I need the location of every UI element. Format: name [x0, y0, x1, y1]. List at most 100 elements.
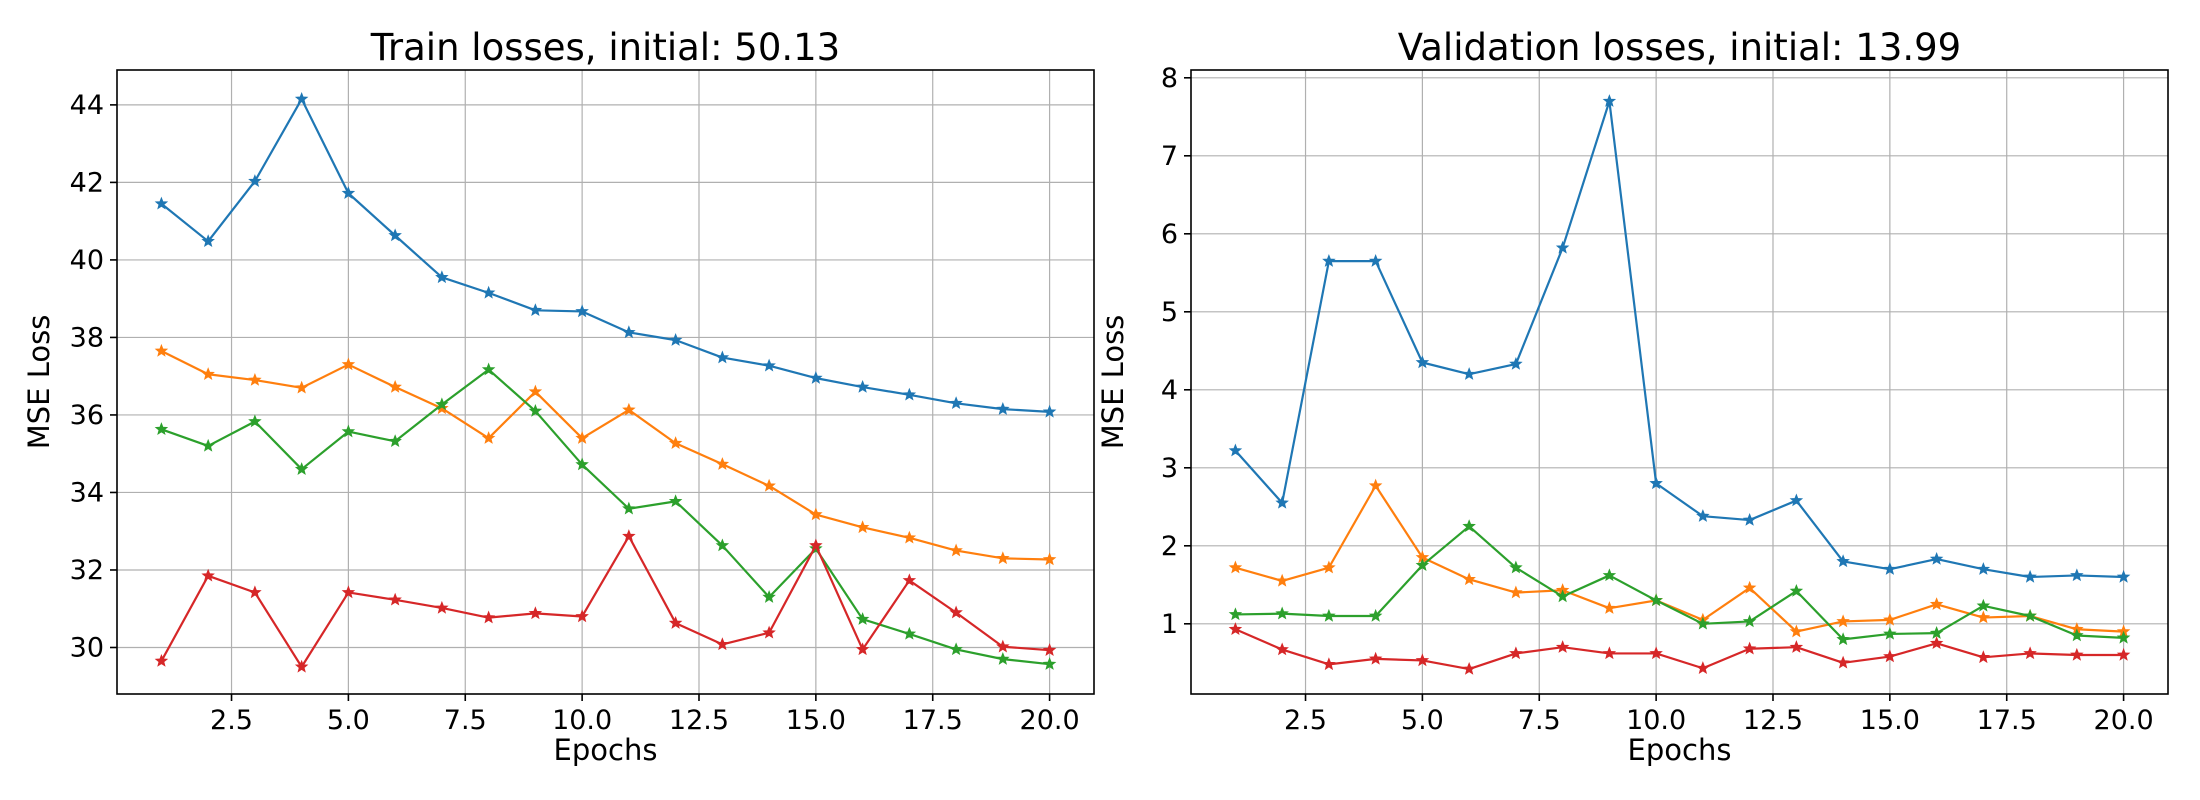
data-point-star [949, 543, 963, 557]
x-axis-label: Epochs [1628, 733, 1732, 767]
data-point-star [435, 397, 449, 411]
data-point-star [1322, 560, 1336, 574]
x-tick-label: 20.0 [2094, 705, 2154, 736]
data-point-star [388, 434, 402, 448]
data-point-star [1929, 636, 1944, 650]
data-point-star [1555, 240, 1570, 254]
data-point-star [949, 605, 963, 619]
data-point-star [201, 367, 215, 380]
y-tick-label: 5 [1161, 297, 1178, 328]
y-tick-label: 1 [1161, 609, 1178, 640]
data-point-star [1228, 560, 1243, 574]
data-point-star [715, 538, 730, 552]
data-point-star [341, 186, 356, 199]
x-tick-label: 7.5 [444, 705, 487, 736]
data-point-star [622, 325, 636, 339]
data-point-star [1275, 495, 1289, 509]
data-point-star [201, 234, 215, 248]
data-point-star [2070, 628, 2084, 642]
validation-losses-panel: Validation losses, initial: 13.99 Epochs… [1096, 26, 2169, 767]
data-point-star [481, 431, 496, 444]
data-point-star [435, 270, 449, 284]
x-tick-label: 12.5 [669, 705, 729, 736]
data-point-star [668, 615, 683, 629]
data-point-star [715, 457, 730, 470]
y-tick-label: 8 [1161, 63, 1178, 94]
data-point-star [1883, 612, 1897, 626]
data-point-star [1976, 598, 1991, 612]
x-tick-label: 5.0 [327, 705, 370, 736]
data-point-star [1042, 643, 1057, 656]
data-point-star [949, 642, 963, 656]
y-tick-label: 40 [70, 245, 104, 276]
data-point-star [762, 590, 776, 603]
data-point-star [294, 91, 309, 105]
data-point-star [1976, 650, 1991, 664]
data-point-star [809, 538, 823, 552]
data-point-star [528, 606, 543, 620]
series-line [1235, 525, 2124, 641]
data-point-star [762, 625, 776, 639]
train-losses-panel: Train losses, initial: 50.13 Epochs MSE … [22, 26, 1095, 767]
data-point-star [1228, 607, 1243, 621]
x-tick-label: 17.5 [1977, 705, 2037, 736]
data-point-star [481, 362, 496, 376]
data-point-star [1042, 552, 1057, 566]
data-point-star [1275, 642, 1289, 656]
data-point-star [1649, 476, 1663, 490]
data-point-star [1883, 649, 1897, 663]
y-tick-label: 32 [70, 555, 104, 586]
y-tick-label: 44 [70, 90, 104, 121]
grid [117, 70, 1094, 694]
data-point-star [996, 402, 1010, 415]
data-point-star [1742, 512, 1757, 526]
data-point-star [715, 637, 730, 651]
data-point-star [855, 612, 870, 625]
data-point-star [435, 600, 449, 614]
data-point-star [1789, 493, 1804, 507]
data-point-star [1462, 572, 1476, 586]
data-point-star [388, 379, 402, 393]
data-point-star [996, 551, 1010, 565]
x-tick-label: 10.0 [552, 705, 612, 736]
series-line [160, 535, 1050, 668]
data-point-star [1509, 356, 1523, 370]
data-point-star [294, 380, 309, 394]
data-point-star [154, 196, 169, 210]
data-point-star [1696, 509, 1710, 522]
plot-frame [116, 69, 1095, 695]
series-line [1235, 484, 2124, 633]
data-point-star [1602, 94, 1617, 107]
data-point-star [1742, 580, 1757, 594]
x-tick-label: 17.5 [903, 705, 963, 736]
data-point-star [1228, 622, 1243, 635]
data-point-star [809, 507, 823, 521]
series-3 [154, 362, 1057, 670]
data-point-star [668, 494, 683, 508]
data-point-star [1275, 606, 1289, 620]
series-2 [154, 343, 1057, 566]
data-point-star [2023, 646, 2037, 660]
plot-frame [1190, 69, 2169, 695]
data-point-star [528, 303, 543, 317]
data-point-star [996, 652, 1010, 665]
data-point-star [1322, 608, 1336, 622]
y-tick-label: 38 [70, 322, 104, 353]
data-point-star [1789, 640, 1804, 653]
data-point-star [1929, 626, 1944, 639]
data-point-star [481, 610, 496, 624]
data-point-star [1555, 589, 1570, 603]
y-tick-label: 34 [70, 477, 104, 508]
data-point-star [154, 422, 169, 436]
data-point-star [715, 350, 730, 364]
data-point-star [622, 402, 636, 416]
data-point-star [1415, 558, 1430, 572]
data-point-star [154, 343, 169, 357]
y-axis-label: MSE Loss [1096, 315, 1130, 450]
data-point-star [341, 585, 356, 599]
data-point-star [388, 592, 402, 606]
data-point-star [1836, 614, 1850, 628]
data-point-star [902, 626, 917, 640]
data-point-star [1836, 655, 1850, 669]
